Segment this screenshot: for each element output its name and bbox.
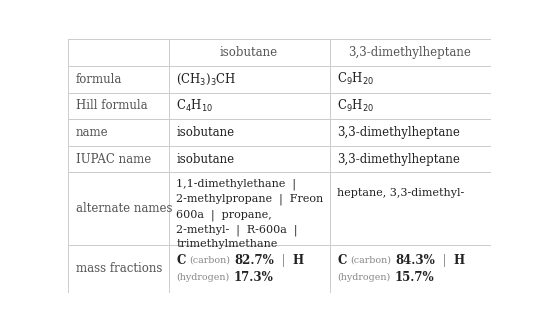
Text: isobutane: isobutane: [176, 126, 234, 139]
Text: C: C: [337, 254, 347, 266]
Text: formula: formula: [76, 73, 122, 86]
Text: |: |: [435, 254, 453, 266]
Text: C$_9$H$_{20}$: C$_9$H$_{20}$: [337, 71, 374, 88]
Text: (hydrogen): (hydrogen): [176, 273, 229, 282]
Text: C: C: [176, 254, 186, 266]
Text: 84.3%: 84.3%: [395, 254, 435, 266]
Text: mass fractions: mass fractions: [76, 262, 162, 275]
Text: 17.3%: 17.3%: [233, 271, 273, 284]
Text: Hill formula: Hill formula: [76, 99, 147, 113]
Text: heptane, 3,3-dimethyl-: heptane, 3,3-dimethyl-: [337, 189, 464, 198]
Text: isobutane: isobutane: [176, 153, 234, 166]
Text: H: H: [293, 254, 304, 266]
Text: C$_9$H$_{20}$: C$_9$H$_{20}$: [337, 98, 374, 114]
Text: 1,1-dimethylethane  |
2-methylpropane  |  Freon
600a  |  propane,
2-methyl-  |  : 1,1-dimethylethane | 2-methylpropane | F…: [176, 179, 324, 249]
Text: IUPAC name: IUPAC name: [76, 153, 151, 166]
Text: name: name: [76, 126, 108, 139]
Text: 3,3-dimethylheptane: 3,3-dimethylheptane: [337, 126, 460, 139]
Text: 3,3-dimethylheptane: 3,3-dimethylheptane: [349, 46, 471, 59]
Text: |: |: [274, 254, 293, 266]
Text: H: H: [453, 254, 465, 266]
Text: (carbon): (carbon): [350, 256, 391, 265]
Text: alternate names: alternate names: [76, 202, 172, 215]
Text: isobutane: isobutane: [220, 46, 278, 59]
Text: (hydrogen): (hydrogen): [337, 273, 390, 282]
Text: C$_4$H$_{10}$: C$_4$H$_{10}$: [176, 98, 213, 114]
Text: 15.7%: 15.7%: [394, 271, 434, 284]
Text: 82.7%: 82.7%: [234, 254, 274, 266]
Text: (CH$_3$)$_3$CH: (CH$_3$)$_3$CH: [176, 72, 237, 87]
Text: (carbon): (carbon): [189, 256, 231, 265]
Text: 3,3-dimethylheptane: 3,3-dimethylheptane: [337, 153, 460, 166]
